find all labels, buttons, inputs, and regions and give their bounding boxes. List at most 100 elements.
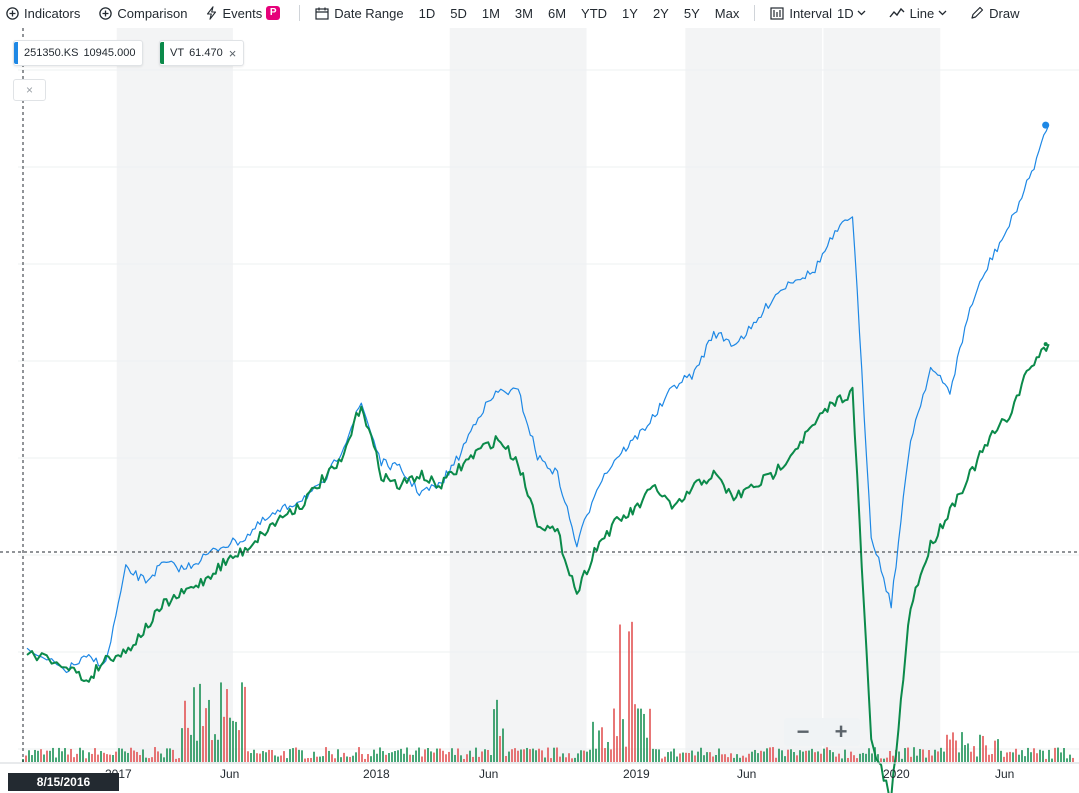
volume-bar [736, 754, 738, 762]
legend-primary-value: 10945.000 [83, 47, 136, 59]
volume-bar [292, 748, 294, 762]
volume-bar [145, 757, 147, 762]
volume-bar [1033, 748, 1035, 762]
interval-button[interactable]: Interval 1D [770, 6, 870, 21]
chart-type-button[interactable]: Line [889, 6, 953, 21]
legend-chip-comparison: VT 61.470 × [159, 40, 245, 66]
volume-bar [961, 732, 963, 762]
volume-bar [400, 748, 402, 762]
volume-bar [274, 755, 276, 762]
volume-bar [1060, 752, 1062, 762]
remove-comparison-button[interactable]: × [228, 45, 237, 61]
volume-bar [478, 756, 480, 762]
volume-bar [556, 747, 558, 762]
volume-bar [958, 752, 960, 762]
range-1m-button[interactable]: 1M [481, 5, 500, 21]
volume-bar [982, 735, 984, 762]
volume-bar [244, 686, 246, 762]
volume-bar [196, 740, 198, 762]
comparison-button[interactable]: Comparison [99, 6, 187, 21]
volume-bar [1048, 749, 1050, 762]
volume-bar [754, 749, 756, 762]
volume-bar [706, 752, 708, 762]
volume-bar [325, 747, 327, 762]
events-button[interactable]: Events P [206, 6, 281, 21]
volume-bar [952, 732, 954, 762]
volume-bar [277, 756, 279, 762]
volume-bar [583, 750, 585, 762]
volume-bar [793, 752, 795, 762]
volume-bar [919, 748, 921, 762]
volume-bar [985, 745, 987, 762]
range-5d-button[interactable]: 5D [450, 5, 467, 21]
range-1d-button[interactable]: 1D [418, 5, 436, 21]
zoom-out-button[interactable]: − [796, 719, 810, 744]
range-1y-button[interactable]: 1Y [622, 5, 638, 21]
range-5y-button[interactable]: 5Y [683, 5, 700, 21]
volume-bar [439, 748, 441, 762]
volume-bar [1000, 750, 1002, 762]
volume-bar [1030, 752, 1032, 762]
volume-bar [319, 756, 321, 762]
volume-bar [262, 751, 264, 762]
volume-bar [607, 741, 609, 762]
draw-button[interactable]: Draw [970, 6, 1020, 21]
volume-bar [1021, 750, 1023, 762]
volume-bar [433, 752, 435, 762]
comparison-label: Comparison [117, 5, 188, 21]
volume-bar [739, 757, 741, 762]
range-ytd-button[interactable]: YTD [581, 5, 608, 21]
volume-bar [487, 749, 489, 762]
volume-bar [1054, 747, 1056, 762]
volume-bar [421, 756, 423, 762]
volume-bar [823, 748, 825, 762]
volume-bar [73, 757, 75, 762]
volume-bar [343, 752, 345, 762]
indicators-button[interactable]: Indicators [6, 6, 80, 21]
volume-bar [55, 757, 57, 762]
volume-bar [436, 748, 438, 762]
volume-bar [979, 734, 981, 762]
volume-bar [592, 721, 594, 762]
zoom-in-button[interactable]: + [834, 719, 848, 744]
volume-bar [967, 743, 969, 762]
volume-bar [847, 757, 849, 762]
volume-bar [766, 748, 768, 762]
volume-bar [154, 747, 156, 762]
x-axis-label: Jun [479, 767, 499, 781]
volume-bar [568, 753, 570, 762]
volume-bar [715, 754, 717, 762]
volume-bar [418, 747, 420, 762]
volume-bar [349, 756, 351, 762]
volume-bar [913, 747, 915, 762]
volume-bar [247, 751, 249, 762]
volume-bar [412, 754, 414, 762]
range-2y-button[interactable]: 2Y [652, 5, 669, 21]
volume-bar [1036, 753, 1038, 762]
volume-bar [178, 758, 180, 762]
volume-bar [493, 709, 495, 762]
volume-bar [301, 750, 303, 762]
volume-bar [124, 751, 126, 762]
range-3m-button[interactable]: 3M [514, 5, 533, 21]
volume-bar [892, 755, 894, 762]
close-icon[interactable]: × [13, 79, 46, 101]
series-line-vt [26, 343, 1050, 793]
volume-bar [1063, 748, 1065, 762]
x-axis-label: 2020 [883, 767, 910, 781]
date-range-button[interactable]: Date Range [315, 6, 404, 21]
volume-bar [703, 755, 705, 762]
volume-bar [928, 750, 930, 762]
volume-bar [322, 756, 324, 762]
crosshair-date-label: 8/15/2016 [8, 773, 119, 791]
volume-bar [673, 748, 675, 762]
volume-bar [268, 749, 270, 762]
volume-bar [313, 751, 315, 762]
plus-circle-icon [99, 6, 113, 20]
volume-bar [340, 757, 342, 762]
volume-bar [286, 758, 288, 762]
range-max-button[interactable]: Max [714, 5, 740, 21]
range-6m-button[interactable]: 6M [547, 5, 567, 21]
volume-bar [403, 753, 405, 762]
